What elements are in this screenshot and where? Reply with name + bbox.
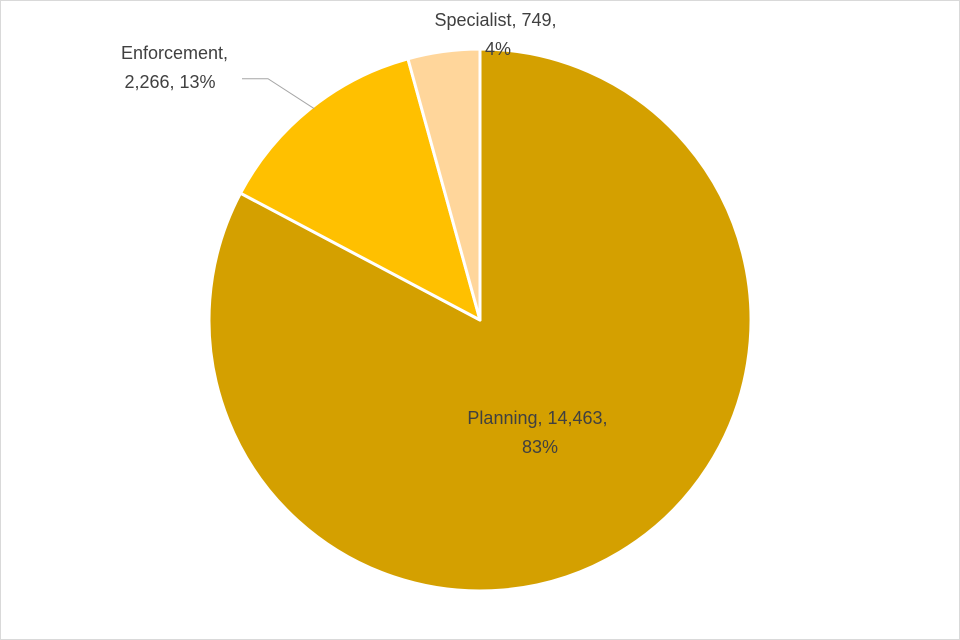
data-label-specialist: Specialist, 749, 4% [434,10,561,59]
data-label-enforcement-line-2: 2,266, 13% [124,72,215,92]
data-label-enforcement-line-1: Enforcement, [121,43,228,63]
data-labels: Planning, 14,463, 83% Enforcement, 2,266… [121,10,612,457]
leader-lines [242,78,315,110]
pie-slice-enforcement [239,57,482,322]
pie-slice-specialist [406,47,482,322]
pie-slices [207,47,753,593]
leader-line-enforcement [242,78,315,110]
data-label-planning: Planning, 14,463, 83% [467,408,612,457]
data-label-specialist-line-1: Specialist, 749, [434,10,556,30]
data-label-planning-line-1: Planning, 14,463, [467,408,607,428]
data-label-enforcement: Enforcement, 2,266, 13% [121,43,233,92]
data-label-specialist-line-2: 4% [485,39,511,59]
data-label-planning-line-2: 83% [522,437,558,457]
